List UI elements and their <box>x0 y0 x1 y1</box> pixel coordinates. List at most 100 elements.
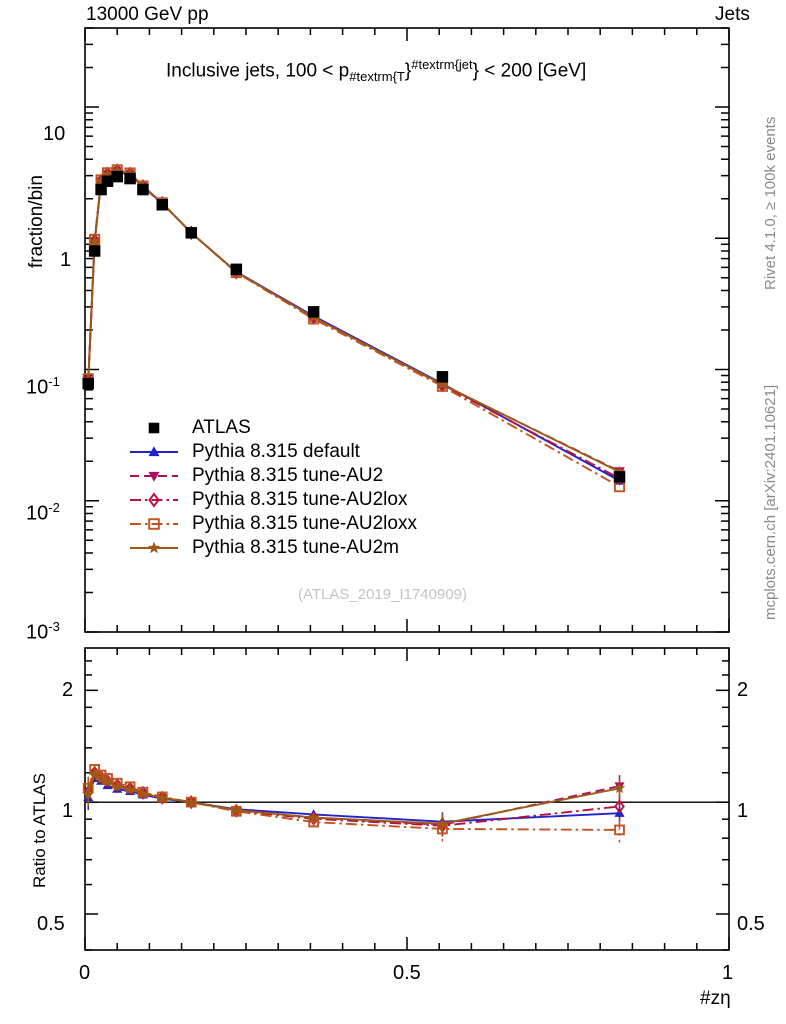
data-marker-square-filled <box>88 245 101 257</box>
xtick-1: 1 <box>722 962 734 984</box>
data-marker-star <box>124 783 136 795</box>
series-atlas <box>82 170 626 483</box>
data-marker-star <box>101 776 114 787</box>
main-ytick-1e-1: 10-1 <box>26 374 60 399</box>
data-marker-star <box>101 167 114 180</box>
series-line <box>87 170 620 482</box>
data-marker-square-filled <box>148 422 160 434</box>
plot-title-tail: < 200 [GeV] <box>479 60 587 82</box>
analysis-id-watermark: (ATLAS_2019_I1740909) <box>298 586 468 603</box>
legend-swatch-square-filled <box>148 422 160 434</box>
xaxis-label: #zη <box>700 988 731 1009</box>
data-marker-star <box>88 234 101 247</box>
series-3 <box>82 163 626 486</box>
legend-item-1[interactable]: Pythia 8.315 default <box>128 440 458 464</box>
ratio-ytick-05-right: 0.5 <box>737 913 765 935</box>
data-marker-star <box>230 804 242 815</box>
legend-label: Pythia 8.315 tune-AU2m <box>192 537 400 558</box>
legend-label: ATLAS <box>192 417 251 438</box>
legend-label: Pythia 8.315 tune-AU2loxx <box>192 513 417 534</box>
legend-item-5[interactable]: Pythia 8.315 tune-AU2m <box>128 536 458 560</box>
data-marker-triangle-down <box>148 471 160 482</box>
series-5 <box>82 164 626 477</box>
plot-title-main: Inclusive jets, 100 < p <box>166 60 350 82</box>
data-marker-star <box>436 378 449 390</box>
series-2 <box>82 167 625 477</box>
legend-item-0[interactable]: ATLAS <box>128 416 458 440</box>
data-marker-star <box>89 768 101 779</box>
data-marker-diamond-open <box>614 799 625 814</box>
plot-title-superscript: #textrm{jet <box>411 57 473 72</box>
ratio-ytick-1-right: 1 <box>737 800 749 822</box>
main-panel-data <box>82 163 626 493</box>
data-marker-diamond-open <box>124 781 136 796</box>
legend: ATLAS Pythia 8.315 default Pythia 8.315 tu… <box>128 416 458 560</box>
data-marker-square-open <box>614 824 625 836</box>
main-ytick-1e-3: 10-3 <box>26 619 60 644</box>
main-panel-frame <box>84 27 730 633</box>
plot-title: Inclusive jets, 100 < p#textrm{T}#textrm… <box>166 57 586 84</box>
data-marker-star <box>185 796 197 807</box>
series-line <box>87 170 620 473</box>
legend-swatch-square-open <box>130 518 178 530</box>
data-marker-square-filled <box>230 263 243 276</box>
data-marker-square-filled <box>436 371 449 383</box>
main-ytick-10: 10 <box>43 123 66 145</box>
legend-item-3[interactable]: Pythia 8.315 tune-AU2lox <box>128 488 458 512</box>
data-marker-star <box>436 817 449 829</box>
ratio-ytick-2-right: 2 <box>737 679 749 701</box>
xtick-05: 0.5 <box>393 962 421 984</box>
ratio-ytick-05-left: 0.5 <box>37 913 65 935</box>
data-marker-square-filled <box>82 377 94 390</box>
main-ytick-1e-2: 10-2 <box>26 500 60 525</box>
data-marker-star <box>111 780 123 792</box>
data-marker-square-filled <box>95 183 107 196</box>
data-marker-square-filled <box>307 306 320 318</box>
ratio-ytick-2-left: 2 <box>62 679 74 701</box>
data-marker-square-filled <box>137 183 149 196</box>
data-marker-star <box>82 788 94 800</box>
plot-title-brace-1: } <box>404 60 412 82</box>
legend-item-4[interactable]: Pythia 8.315 tune-AU2loxx <box>128 512 458 536</box>
series-line <box>87 168 620 488</box>
legend-swatch-triangle-up <box>130 446 178 457</box>
data-marker-star <box>156 791 168 803</box>
data-marker-square-filled <box>111 170 123 183</box>
data-marker-star <box>613 782 626 794</box>
data-marker-square-filled <box>185 227 198 239</box>
data-marker-square-filled <box>613 471 626 483</box>
legend-item-2[interactable]: Pythia 8.315 tune-AU2 <box>128 464 458 488</box>
data-marker-square-filled <box>101 175 114 187</box>
data-marker-square-filled <box>156 199 169 211</box>
data-marker-star <box>95 772 107 784</box>
data-marker-diamond-open <box>148 492 160 508</box>
collision-energy-label: 13000 GeV pp <box>86 4 209 25</box>
data-marker-star <box>111 164 124 177</box>
legend-swatch-triangle-down <box>130 471 178 482</box>
data-marker-square-filled <box>124 172 136 185</box>
ratio-series-4 <box>82 768 626 835</box>
series-1 <box>82 166 625 485</box>
legend-label: Pythia 8.315 tune-AU2 <box>192 465 384 486</box>
main-ytick-1: 1 <box>60 249 72 271</box>
legend-swatch-star <box>130 541 178 554</box>
analysis-category-label: Jets <box>715 4 750 25</box>
data-marker-star <box>95 175 108 187</box>
axis-frames <box>84 27 730 951</box>
ratio-series-line <box>87 776 620 823</box>
series-4 <box>82 164 626 493</box>
plot-title-brace-2: } <box>472 60 480 82</box>
plot-title-subscript: #textrm{T <box>349 69 405 85</box>
legend-swatch-diamond-open <box>130 492 178 508</box>
ratio-panel-data <box>82 764 626 843</box>
xtick-0: 0 <box>79 962 91 984</box>
data-marker-square-open <box>148 518 160 530</box>
data-marker-star <box>307 811 320 823</box>
data-marker-star <box>147 541 161 554</box>
ratio-ytick-1-left: 1 <box>62 800 74 822</box>
legend-label: Pythia 8.315 tune-AU2lox <box>192 489 408 510</box>
series-line <box>87 170 620 473</box>
data-marker-star <box>137 787 149 799</box>
ratio-panel-frame <box>84 647 730 951</box>
